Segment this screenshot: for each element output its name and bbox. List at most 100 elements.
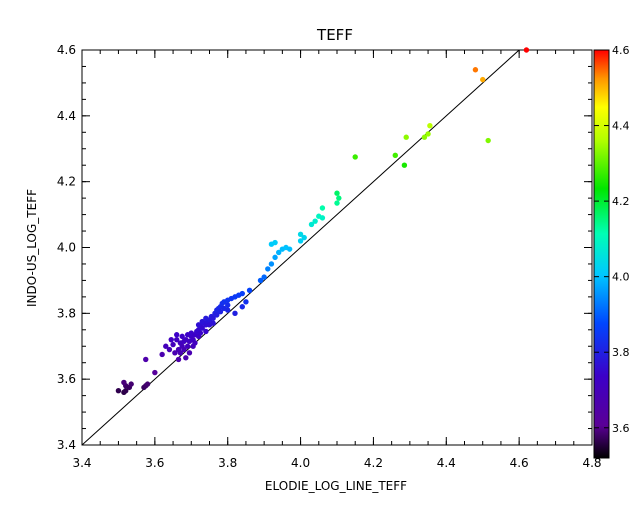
y-tick-label: 4.4 bbox=[57, 109, 76, 123]
data-point bbox=[336, 195, 342, 201]
data-point bbox=[174, 332, 180, 338]
colorbar-tick-label: 3.8 bbox=[612, 346, 630, 359]
colorbar-tick-label: 4.4 bbox=[612, 120, 630, 133]
data-point bbox=[210, 315, 216, 321]
data-point bbox=[265, 266, 271, 272]
data-point bbox=[243, 299, 249, 305]
x-tick-label: 3.8 bbox=[218, 456, 237, 470]
data-point bbox=[480, 76, 486, 83]
data-point bbox=[143, 356, 149, 363]
x-tick-label: 4.0 bbox=[291, 456, 310, 470]
data-point bbox=[301, 234, 307, 241]
data-point bbox=[427, 123, 433, 129]
data-point bbox=[203, 315, 209, 321]
data-point bbox=[312, 218, 318, 224]
data-point bbox=[297, 238, 304, 244]
data-point bbox=[286, 246, 293, 252]
data-point bbox=[183, 355, 189, 361]
data-point bbox=[159, 351, 165, 358]
data-point bbox=[257, 277, 264, 284]
identity-line bbox=[81, 49, 520, 446]
colorbar-tick-label: 4.6 bbox=[612, 44, 630, 57]
data-points bbox=[115, 47, 530, 396]
data-point bbox=[115, 387, 122, 394]
data-point bbox=[152, 369, 158, 376]
data-point bbox=[319, 215, 326, 221]
data-point bbox=[221, 305, 227, 312]
data-point bbox=[214, 312, 220, 318]
y-axis-label: INDO-US_LOG_TEFF bbox=[25, 189, 39, 307]
data-point bbox=[485, 137, 491, 144]
data-point bbox=[144, 381, 151, 387]
data-point bbox=[199, 318, 205, 325]
data-point bbox=[276, 249, 282, 256]
data-point bbox=[272, 239, 278, 246]
data-point bbox=[195, 322, 202, 328]
data-point bbox=[352, 154, 358, 160]
data-point bbox=[334, 190, 340, 196]
data-point bbox=[192, 340, 198, 346]
y-axis: 3.4 3.6 3.8 4.0 4.2 4.4 4.6 bbox=[57, 43, 592, 452]
data-point bbox=[403, 134, 409, 140]
y-tick-label: 3.8 bbox=[57, 306, 76, 320]
data-point bbox=[261, 274, 267, 280]
x-tick-label: 4.6 bbox=[510, 456, 529, 470]
data-point bbox=[179, 333, 185, 340]
data-point bbox=[174, 336, 180, 343]
data-point bbox=[319, 205, 326, 211]
data-point bbox=[121, 379, 127, 386]
data-point bbox=[308, 221, 315, 228]
data-point bbox=[297, 231, 304, 238]
data-point bbox=[199, 325, 205, 331]
data-point bbox=[425, 131, 431, 137]
data-point bbox=[203, 328, 209, 335]
data-point bbox=[268, 261, 275, 267]
data-point bbox=[197, 330, 204, 336]
data-point bbox=[166, 346, 173, 353]
data-point bbox=[168, 336, 174, 343]
data-point bbox=[123, 387, 129, 394]
x-tick-label: 3.4 bbox=[72, 456, 91, 470]
colorbar-tick-label: 3.6 bbox=[612, 422, 630, 435]
y-tick-label: 4.0 bbox=[57, 241, 76, 255]
data-point bbox=[181, 346, 187, 353]
data-point bbox=[401, 162, 408, 168]
x-tick-label: 4.2 bbox=[364, 456, 383, 470]
data-point bbox=[272, 254, 278, 261]
data-point bbox=[128, 381, 134, 387]
data-point bbox=[177, 350, 184, 356]
x-axis-label: ELODIE_LOG_LINE_TEFF bbox=[265, 479, 407, 493]
data-point bbox=[184, 343, 191, 349]
data-point bbox=[421, 134, 428, 140]
data-point bbox=[225, 302, 231, 308]
data-point bbox=[175, 356, 182, 363]
data-point bbox=[163, 343, 169, 349]
x-axis: 3.4 3.6 3.8 4.0 4.2 4.4 4.6 4.8 bbox=[72, 50, 602, 470]
data-point bbox=[239, 304, 245, 310]
colorbar bbox=[593, 49, 610, 459]
y-tick-label: 4.6 bbox=[57, 43, 76, 57]
x-tick-label: 4.4 bbox=[437, 456, 456, 470]
data-point bbox=[232, 310, 238, 317]
x-tick-label: 4.8 bbox=[582, 456, 601, 470]
chart-title: TEFF bbox=[316, 26, 353, 44]
data-point bbox=[523, 47, 530, 53]
data-point bbox=[217, 308, 224, 315]
data-point bbox=[172, 350, 178, 356]
data-point bbox=[392, 152, 398, 159]
y-tick-label: 3.6 bbox=[57, 372, 76, 386]
colorbar-tick-label: 4.2 bbox=[612, 195, 630, 208]
plot-frame bbox=[81, 49, 593, 446]
data-point bbox=[239, 290, 245, 297]
data-point bbox=[170, 341, 176, 348]
colorbar-tick-label: 4.0 bbox=[612, 271, 630, 284]
data-point bbox=[246, 287, 253, 293]
data-point bbox=[472, 67, 479, 73]
x-tick-label: 3.6 bbox=[145, 456, 164, 470]
data-point bbox=[210, 320, 216, 326]
y-tick-label: 3.4 bbox=[57, 438, 76, 452]
y-tick-label: 4.2 bbox=[57, 175, 76, 189]
data-point bbox=[186, 350, 193, 356]
colorbar-ticks: 3.6 3.8 4.0 4.2 4.4 4.6 bbox=[594, 44, 630, 435]
